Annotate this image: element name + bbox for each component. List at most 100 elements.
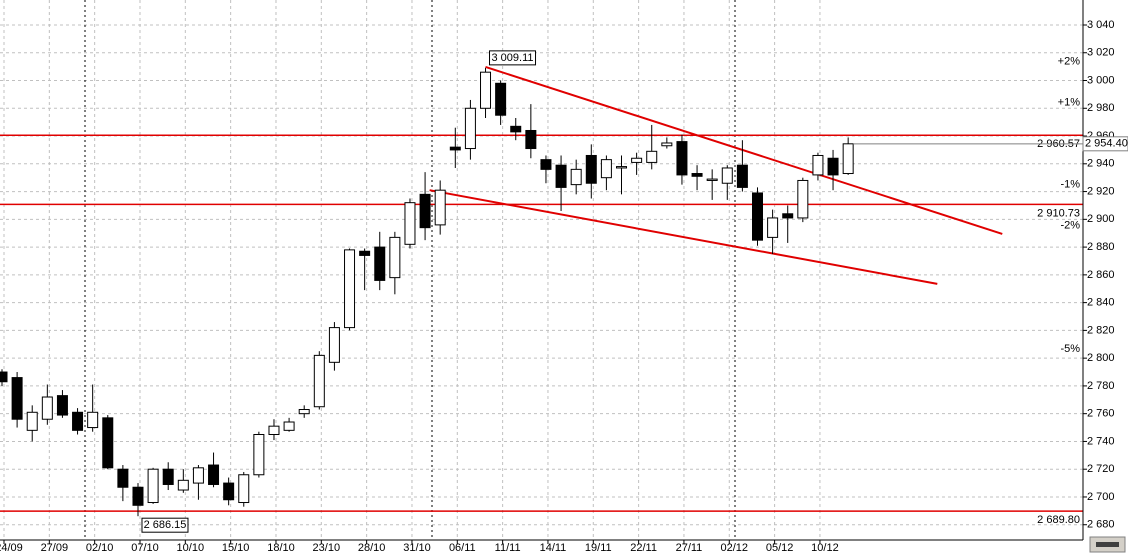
x-tick-label: 28/10: [358, 542, 386, 554]
candle-body: [253, 433, 265, 476]
x-tick-label: 15/10: [222, 542, 250, 554]
candle-body: [26, 411, 38, 431]
candle-body: [147, 468, 159, 504]
percent-label: -1%: [1060, 179, 1080, 191]
candle-body: [449, 146, 461, 151]
level-label: 2 689.80: [1037, 514, 1080, 526]
candle-body: [600, 159, 612, 179]
last-price-label: 2 954.40: [1085, 138, 1128, 150]
candle-body: [0, 371, 8, 383]
x-tick-label: 24/09: [0, 542, 23, 554]
candle-body: [117, 468, 129, 488]
candle-body: [525, 129, 537, 150]
candle-body: [464, 107, 476, 150]
x-tick-label: 27/11: [676, 542, 703, 554]
y-tick-label: 2 800: [1087, 352, 1115, 364]
annotation-label: 3 009.11: [492, 52, 534, 64]
candle-body: [208, 464, 220, 485]
candle-body: [691, 173, 703, 177]
y-tick-label: 2 820: [1087, 324, 1115, 336]
y-tick-label: 2 720: [1087, 463, 1115, 475]
y-tick-label: 2 760: [1087, 408, 1115, 420]
annotation-label: 2 686.15: [144, 519, 187, 531]
candle-body: [102, 417, 114, 469]
candle-body: [797, 179, 809, 219]
candle-body: [404, 202, 416, 245]
candle-body: [359, 250, 371, 256]
candle-body: [540, 159, 552, 170]
y-tick-label: 3 020: [1087, 47, 1115, 59]
candle-body: [11, 377, 23, 420]
x-tick-label: 27/09: [41, 542, 69, 554]
x-tick-label: 05/12: [766, 542, 794, 554]
candle-body: [570, 168, 582, 186]
candle-body: [192, 467, 204, 484]
x-tick-label: 11/11: [495, 542, 521, 554]
candle-body: [283, 421, 295, 431]
y-tick-label: 3 040: [1087, 19, 1115, 31]
y-tick-label: 2 860: [1087, 269, 1115, 281]
y-tick-label: 2 680: [1087, 519, 1115, 531]
annotation-box: [489, 50, 537, 66]
y-tick-label: 2 920: [1087, 185, 1115, 197]
trendline: [485, 65, 1003, 235]
candle-body: [434, 189, 446, 226]
x-tick-label: 02/12: [721, 542, 749, 554]
y-tick-label: 2 980: [1087, 102, 1115, 114]
percent-label: +2%: [1058, 56, 1081, 68]
scroll-thumb[interactable]: [1096, 542, 1119, 547]
candle-body: [827, 157, 839, 176]
y-tick-label: 2 880: [1087, 241, 1115, 253]
y-tick-label: 2 840: [1087, 297, 1115, 309]
x-tick-label: 14/11: [540, 542, 567, 554]
y-tick-label: 2 780: [1087, 380, 1115, 392]
x-tick-label: 31/10: [403, 542, 431, 554]
candle-body: [706, 178, 718, 181]
candle-body: [736, 164, 748, 188]
candle-body: [298, 409, 310, 415]
candle-body: [661, 142, 673, 147]
candle-body: [646, 150, 658, 163]
y-tick-label: 3 000: [1087, 74, 1115, 86]
x-tick-label: 23/10: [313, 542, 341, 554]
candle-body: [721, 167, 733, 184]
y-tick-label: 2 700: [1087, 491, 1115, 503]
candle-body: [631, 157, 643, 163]
candle-body: [555, 164, 567, 188]
percent-label: -2%: [1060, 220, 1080, 232]
percent-label: -5%: [1060, 343, 1080, 355]
candle-body: [374, 246, 386, 281]
candle-body: [767, 217, 779, 238]
x-tick-label: 07/10: [131, 542, 159, 554]
x-tick-label: 10/10: [177, 542, 205, 554]
annotation-box: [141, 517, 189, 533]
candle-body: [328, 327, 340, 363]
level-label: 2 910.73: [1037, 207, 1080, 219]
candle-body: [72, 411, 84, 431]
candle-body: [419, 193, 431, 229]
candle-body: [87, 411, 99, 429]
x-tick-label: 02/10: [86, 542, 114, 554]
candle-body: [238, 474, 250, 504]
y-tick-label: 2 940: [1087, 158, 1115, 170]
x-tick-label: 10/12: [811, 542, 839, 554]
candle-body: [842, 143, 854, 175]
candle-body: [812, 154, 824, 176]
y-tick-label: 2 900: [1087, 213, 1115, 225]
y-tick-label: 2 740: [1087, 435, 1115, 447]
candle-body: [752, 192, 763, 241]
candle-body: [313, 354, 325, 408]
scroll-widget[interactable]: [1089, 536, 1126, 553]
candle-body: [616, 166, 628, 169]
percent-label: +1%: [1058, 97, 1081, 109]
candle-body: [223, 482, 235, 501]
candle-body: [782, 213, 794, 219]
candle-body: [344, 249, 356, 329]
trendline: [429, 189, 938, 285]
last-price-box: [1082, 136, 1128, 152]
x-tick-label: 22/11: [630, 542, 657, 554]
plot: [0, 65, 1083, 517]
candle-body: [495, 82, 507, 116]
candle-body: [162, 468, 174, 485]
